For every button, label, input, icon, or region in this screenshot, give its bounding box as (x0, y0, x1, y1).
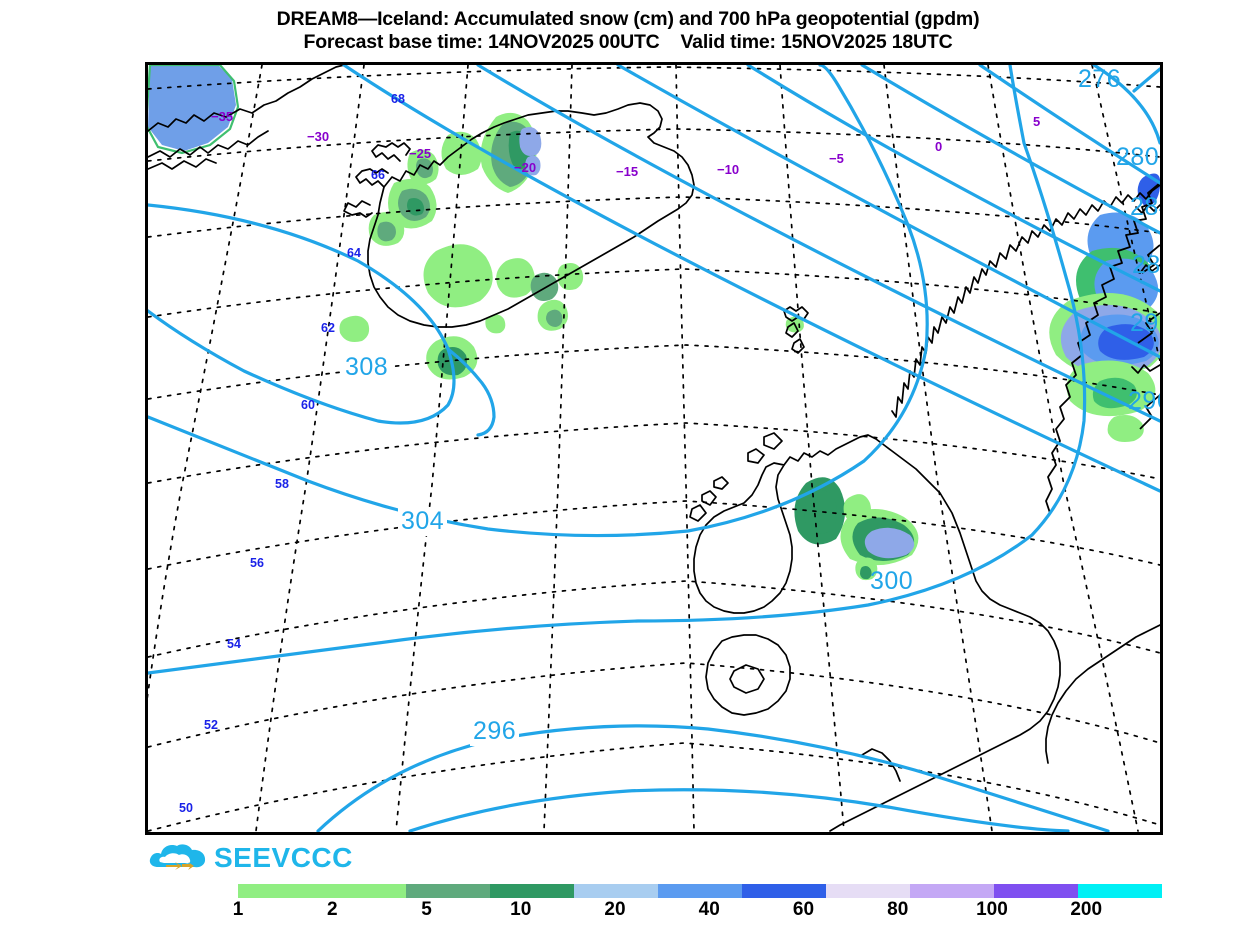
colorbar-segment-3 (490, 884, 574, 898)
colorbar-tick-labels: 1 2 5 10 20 40 60 80 100 200 (233, 899, 1162, 921)
logo-text: SEEVCCC (214, 842, 353, 873)
page-title: DREAM8—Iceland: Accumulated snow (cm) an… (276, 8, 980, 30)
colorbar-tick-2: 2 (326, 899, 338, 920)
colorbar-tick-200: 200 (1070, 899, 1103, 920)
graticule-layer (148, 65, 1160, 832)
contour-296-lower (316, 724, 1110, 832)
contour-288 (860, 65, 1160, 235)
colorbar-tick-20: 20 (604, 899, 626, 920)
contour-296-upper (616, 65, 1160, 359)
colorbar-segment-1 (322, 884, 406, 898)
colorbar-segment-6 (742, 884, 826, 898)
colorbar-segment-2 (406, 884, 490, 898)
colorbar-segment-7 (826, 884, 910, 898)
coastline-layer (148, 65, 1160, 832)
snow-patch-greenland-deep (148, 65, 236, 151)
map-canvas (148, 65, 1160, 832)
colorbar-tick-40: 40 (698, 899, 720, 920)
colorbar-tick-5: 5 (421, 899, 432, 920)
colorbar-segment-8 (910, 884, 994, 898)
contour-308-lobe (148, 203, 456, 425)
colorbar-tick-80: 80 (887, 899, 909, 920)
colorbar-tick-60: 60 (792, 899, 815, 920)
contour-284 (978, 65, 1160, 185)
colorbar-gradient (238, 884, 1162, 898)
contour-304-trough (148, 65, 929, 538)
colorbar-segment-4 (574, 884, 658, 898)
snow-colorbar: 1 2 5 10 20 40 60 80 100 200 (233, 884, 1162, 922)
colorbar-tick-1: 1 (232, 899, 244, 920)
coastline-norway (1045, 182, 1160, 514)
snow-patches-scotland (794, 477, 919, 581)
colorbar-tick-100: 100 (976, 899, 1008, 920)
colorbar-segment-0 (238, 884, 322, 898)
geopotential-contour-layer (148, 65, 1160, 832)
chart-title-block: DREAM8—Iceland: Accumulated snow (cm) an… (0, 8, 1256, 54)
cloud-arrow-icon (149, 844, 206, 870)
contour-292 (746, 65, 1160, 293)
contour-300-upper (476, 65, 1160, 423)
page-subtitle: Forecast base time: 14NOV2025 00UTC Vali… (303, 31, 953, 53)
colorbar-tick-10: 10 (510, 899, 532, 920)
snow-patch-greenland-edge (148, 65, 240, 155)
contour-300-trough (148, 65, 1087, 675)
map-plot-area: 68 66 64 62 60 58 56 54 52 50 −35 −30 −2… (145, 62, 1163, 835)
seevccc-logo: SEEVCCC (148, 838, 353, 878)
colorbar-segment-9 (994, 884, 1078, 898)
snow-patches-iceland (339, 112, 584, 380)
colorbar-segment-5 (658, 884, 742, 898)
colorbar-segment-10 (1078, 884, 1162, 898)
